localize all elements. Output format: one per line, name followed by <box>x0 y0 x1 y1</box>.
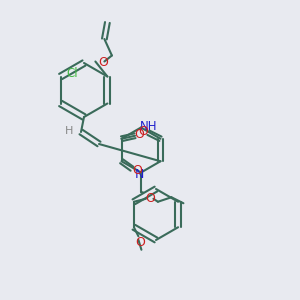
Text: O: O <box>135 128 145 141</box>
Text: O: O <box>98 56 108 70</box>
Text: O: O <box>135 236 145 249</box>
Text: NH: NH <box>140 119 157 133</box>
Text: O: O <box>138 125 148 138</box>
Text: N: N <box>135 167 144 181</box>
Text: O: O <box>146 192 155 205</box>
Text: Cl: Cl <box>67 67 78 80</box>
Text: O: O <box>133 164 142 177</box>
Text: H: H <box>65 125 73 136</box>
